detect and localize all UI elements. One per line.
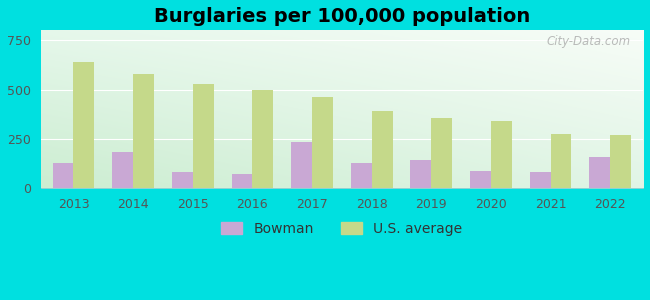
Bar xyxy=(491,121,512,188)
Bar xyxy=(291,142,312,188)
Bar xyxy=(312,98,333,188)
Bar xyxy=(610,135,631,188)
Bar xyxy=(133,74,154,188)
Text: City-Data.com: City-Data.com xyxy=(547,35,631,48)
Bar xyxy=(530,172,551,188)
Bar xyxy=(351,163,372,188)
Bar xyxy=(231,174,252,188)
Bar xyxy=(432,118,452,188)
Bar xyxy=(590,157,610,188)
Legend: Bowman, U.S. average: Bowman, U.S. average xyxy=(216,216,468,241)
Bar xyxy=(252,89,273,188)
Bar xyxy=(53,163,73,188)
Bar xyxy=(470,171,491,188)
Bar xyxy=(172,172,193,188)
Bar xyxy=(410,160,432,188)
Title: Burglaries per 100,000 population: Burglaries per 100,000 population xyxy=(154,7,530,26)
Bar xyxy=(372,111,393,188)
Bar xyxy=(551,134,571,188)
Bar xyxy=(193,84,214,188)
Bar xyxy=(73,62,94,188)
Bar xyxy=(112,152,133,188)
